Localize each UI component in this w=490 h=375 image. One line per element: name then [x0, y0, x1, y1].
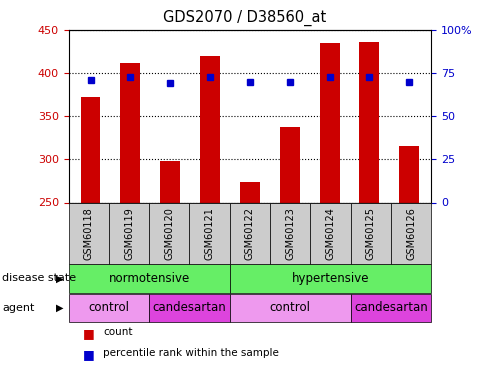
- Text: control: control: [88, 301, 129, 314]
- Text: candesartan: candesartan: [152, 301, 226, 314]
- Bar: [360, 42, 379, 203]
- Text: candesartan: candesartan: [354, 301, 428, 314]
- Bar: [200, 56, 220, 202]
- Bar: [280, 128, 300, 202]
- Text: GSM60124: GSM60124: [325, 207, 336, 260]
- Text: hypertensive: hypertensive: [292, 272, 369, 285]
- Bar: [69, 294, 149, 322]
- Text: agent: agent: [2, 303, 35, 313]
- Bar: [351, 294, 431, 322]
- Text: GSM60121: GSM60121: [205, 207, 215, 260]
- Bar: [319, 43, 340, 203]
- Text: GSM60125: GSM60125: [366, 207, 376, 260]
- Text: GDS2070 / D38560_at: GDS2070 / D38560_at: [163, 9, 327, 26]
- Text: count: count: [103, 327, 132, 338]
- Text: control: control: [270, 301, 311, 314]
- Text: disease state: disease state: [2, 273, 76, 284]
- Bar: [240, 182, 260, 203]
- Text: normotensive: normotensive: [109, 272, 190, 285]
- Bar: [230, 294, 351, 322]
- Text: ■: ■: [83, 348, 95, 361]
- Text: GSM60118: GSM60118: [84, 207, 94, 260]
- Bar: [230, 264, 431, 292]
- Text: ■: ■: [83, 327, 95, 340]
- Text: ▶: ▶: [56, 303, 64, 313]
- Text: ▶: ▶: [56, 273, 64, 284]
- Bar: [399, 147, 419, 202]
- Text: GSM60126: GSM60126: [406, 207, 416, 260]
- Bar: [69, 264, 230, 292]
- Bar: [80, 97, 100, 202]
- Bar: [121, 63, 140, 202]
- Text: percentile rank within the sample: percentile rank within the sample: [103, 348, 279, 358]
- Text: GSM60122: GSM60122: [245, 207, 255, 260]
- Bar: [149, 294, 230, 322]
- Text: GSM60123: GSM60123: [285, 207, 295, 260]
- Text: GSM60120: GSM60120: [164, 207, 174, 260]
- Bar: [160, 161, 180, 202]
- Text: GSM60119: GSM60119: [124, 207, 134, 260]
